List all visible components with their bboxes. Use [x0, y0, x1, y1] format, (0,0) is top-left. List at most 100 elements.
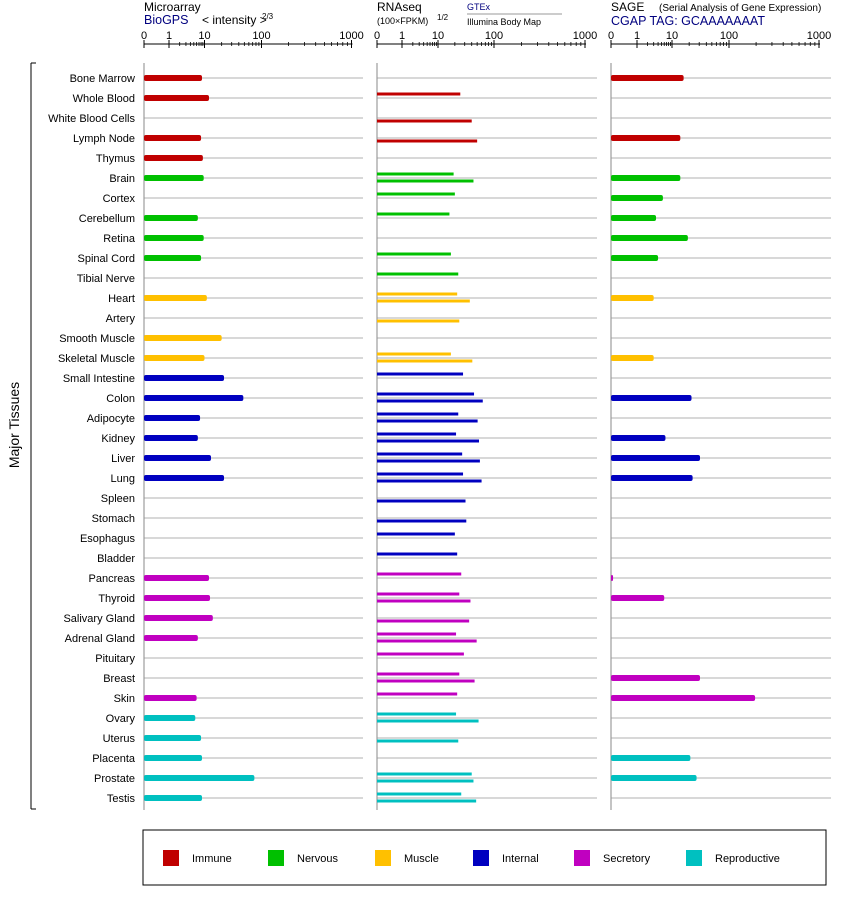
bar [611, 695, 756, 701]
tissue-label: Lung [111, 473, 135, 485]
bar [611, 775, 697, 781]
x-tick-label: 10 [198, 30, 210, 42]
bar [144, 755, 202, 761]
bar-gtex [377, 592, 460, 596]
bar [144, 775, 255, 781]
bar-ibm [377, 619, 470, 623]
tissue-label: Uterus [103, 733, 136, 745]
panel-subtitle-sup: 1/2 [437, 13, 449, 22]
legend-label: Muscle [404, 853, 439, 865]
legend: Immune Nervous Muscle Internal Secretory Repr… [142, 829, 827, 886]
bar [144, 575, 210, 581]
bar [144, 635, 198, 641]
tissue-label: Adipocyte [87, 413, 135, 425]
tissue-label: Pancreas [89, 573, 136, 585]
bar-ibm [377, 499, 466, 503]
tissue-label: Smooth Muscle [59, 333, 135, 345]
bar-gtex [377, 372, 464, 376]
x-tick-label: 100 [720, 30, 738, 42]
tissue-label: Testis [107, 793, 136, 805]
tissue-label: Spleen [101, 493, 135, 505]
tissue-label: Adrenal Gland [65, 633, 135, 645]
legend-label: Secretory [603, 853, 651, 865]
tissue-label: Cortex [103, 193, 136, 205]
bar-gtex [377, 792, 462, 796]
legend-swatch [473, 850, 489, 866]
legend-ibm: Illumina Body Map [467, 17, 541, 27]
bar-gtex [377, 472, 464, 476]
tissue-label: Breast [103, 673, 135, 685]
panel-sage: SAGE (Serial Analysis of Gene Expression)… [608, 0, 831, 810]
bar-ibm [377, 679, 475, 683]
bar-gtex [377, 252, 451, 256]
bar-gtex [377, 192, 455, 196]
x-tick-label: 0 [374, 30, 380, 42]
bar-ibm [377, 359, 473, 363]
bar-gtex [377, 92, 461, 96]
bar [144, 595, 211, 601]
bar-ibm [377, 519, 467, 523]
bar-ibm [377, 399, 483, 403]
bar [144, 255, 202, 261]
bar-gtex [377, 672, 460, 676]
bar-gtex [377, 272, 459, 276]
tissue-label: Liver [111, 453, 135, 465]
legend-swatch [574, 850, 590, 866]
tissue-label: Cerebellum [79, 213, 135, 225]
legend-label: Reproductive [715, 853, 780, 865]
bar [611, 675, 701, 681]
x-tick-label: 1000 [339, 30, 363, 42]
tissue-label: Skin [114, 693, 135, 705]
tissue-label: Bone Marrow [70, 73, 135, 85]
x-tick-label: 0 [141, 30, 147, 42]
bar-ibm [377, 719, 479, 723]
bar-ibm [377, 319, 460, 323]
bar-gtex [377, 692, 458, 696]
tissue-label: Placenta [92, 753, 136, 765]
bar [611, 175, 681, 181]
bar [611, 575, 614, 581]
bar [611, 435, 666, 441]
bar [144, 215, 198, 221]
panel-subtitle-2-sup: 2/3 [262, 12, 274, 21]
bar [144, 455, 211, 461]
bar [144, 95, 210, 101]
bar [144, 135, 202, 141]
bar-ibm [377, 179, 474, 183]
tissue-label: Esophagus [80, 533, 136, 545]
tissue-label: Colon [106, 393, 135, 405]
bar [611, 455, 701, 461]
tissue-label: Lymph Node [73, 133, 135, 145]
bar [144, 335, 222, 341]
bar [144, 475, 225, 481]
x-tick-label: 1 [399, 30, 405, 42]
tissue-label: Prostate [94, 773, 135, 785]
legend-label: Nervous [297, 853, 338, 865]
x-tick-label: 0 [608, 30, 614, 42]
tissue-label: Tibial Nerve [77, 273, 135, 285]
tissue-label: Kidney [101, 433, 135, 445]
bar [144, 715, 196, 721]
tissue-label: Retina [103, 233, 136, 245]
tissue-label: Salivary Gland [63, 613, 135, 625]
bar-gtex [377, 632, 457, 636]
bar-ibm [377, 799, 477, 803]
tissue-label: Artery [106, 313, 136, 325]
bar [611, 755, 691, 761]
bar [611, 475, 693, 481]
bar-ibm [377, 439, 480, 443]
bar [611, 215, 657, 221]
bar [144, 435, 198, 441]
panel-title: SAGE [611, 0, 644, 14]
bar-gtex [377, 552, 458, 556]
legend-label: Immune [192, 853, 232, 865]
tissue-label: Brain [109, 173, 135, 185]
panel-subtitle: BioGPS [144, 13, 188, 27]
tissue-label: Ovary [106, 713, 136, 725]
bar [144, 735, 202, 741]
bar [611, 195, 663, 201]
tissue-label: Spinal Cord [78, 253, 135, 265]
bar-gtex [377, 392, 475, 396]
tissue-label: Whole Blood [73, 93, 135, 105]
